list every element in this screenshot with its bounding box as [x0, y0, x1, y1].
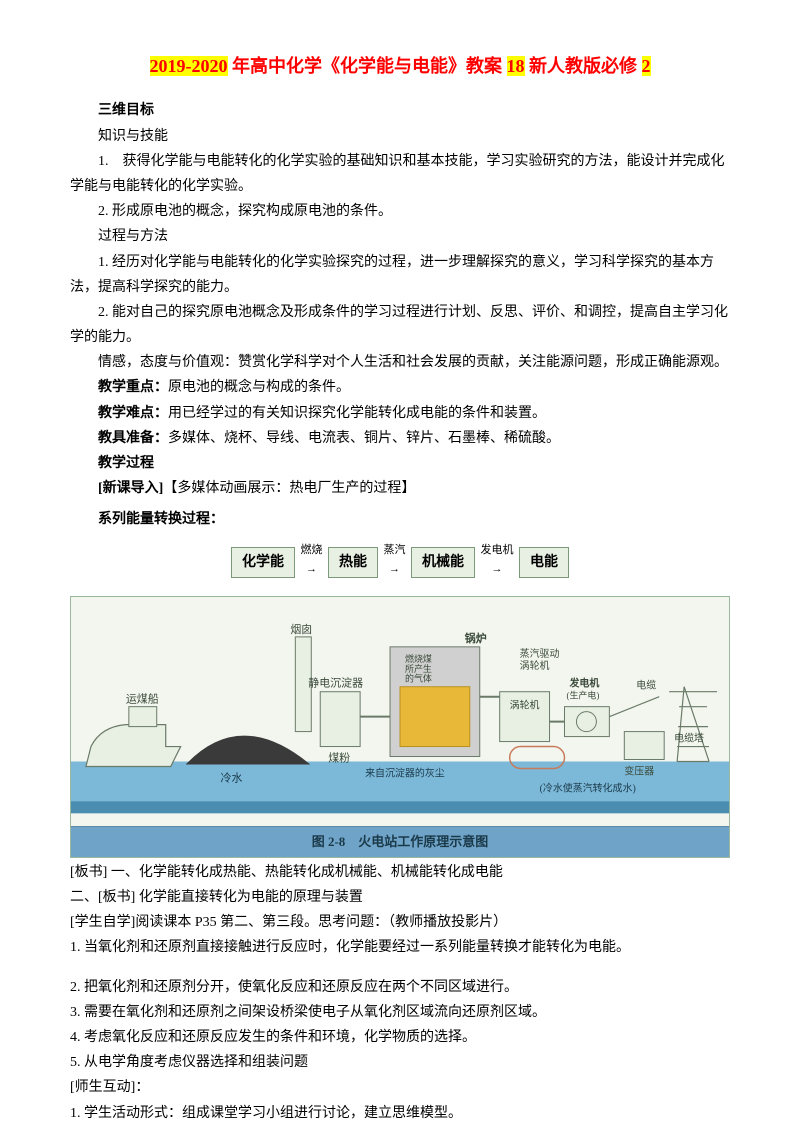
heading-jiaoxue: 教学过程 [70, 451, 730, 476]
svg-label-yancong: 烟囱 [290, 622, 312, 636]
row-xuesheng: [学生自学]阅读课本 P35 第二、第三段。思考问题：（教师播放投影片） [70, 910, 730, 935]
svg-text:所产生: 所产生 [405, 663, 432, 674]
chain-arrow: 发电机→ [481, 541, 514, 581]
item5: 5. 从电学角度考虑仪器选择和组装问题 [70, 1050, 730, 1075]
shisheng1: 1. 学生活动形式：组成课堂学习小组进行讨论，建立思维模型。 [70, 1101, 730, 1126]
row-jiaoju: 教具准备：多媒体、烧杯、导线、电流表、铜片、锌片、石墨棒、稀硫酸。 [70, 426, 730, 451]
power-plant-diagram: 运煤船 冷水 烟囱 静电沉淀器 煤粉 来自沉淀器的灰尘 锅炉 燃烧煤 所产生 的… [70, 596, 730, 858]
svg-text:涡轮机: 涡轮机 [510, 699, 540, 712]
para-guocheng1: 1. 经历对化学能与电能转化的化学实验探究的过程，进一步理解探究的意义，学习科学… [70, 250, 730, 300]
chain-node: 机械能 [411, 547, 475, 578]
text-banshu2: 化学能直接转化为电能的原理与装置 [139, 890, 363, 905]
label-xuesheng: [学生自学] [70, 915, 135, 930]
label-banshu2: 二、[板书] [70, 890, 139, 905]
svg-label-lengning: (冷水使蒸汽转化成水) [540, 782, 636, 795]
row-banshu1: [板书] 一、化学能转化成热能、热能转化成机械能、机械能转化成电能 [70, 860, 730, 885]
label-nandian: 教学难点： [98, 406, 168, 421]
text-xuesheng: 阅读课本 P35 第二、第三段。思考问题：（教师播放投影片） [135, 915, 507, 930]
svg-label-jingdian: 静电沉淀器 [308, 676, 363, 690]
text-xinke: 【多媒体动画展示：热电厂生产的过程】 [163, 481, 415, 496]
chain-arrow: 燃烧→ [301, 541, 323, 581]
svg-label-huifen: 来自沉淀器的灰尘 [365, 767, 445, 780]
chain-node: 热能 [328, 547, 378, 578]
svg-label-dianlanta: 电缆塔 [674, 732, 704, 745]
svg-label-dianlan: 电缆 [636, 679, 656, 692]
para-zhishi1: 1. 获得化学能与电能转化的化学实验的基础知识和基本技能，学习实验研究的方法，能… [70, 149, 730, 199]
heading-zhishi: 知识与技能 [70, 124, 730, 149]
text-nandian: 用已经学过的有关知识探究化学能转化成电能的条件和装置。 [168, 406, 546, 421]
para-qinggan: 情感，态度与价值观：赞赏化学科学对个人生活和社会发展的贡献，关注能源问题，形成正… [70, 350, 730, 375]
title-part2: 年高中化学《化学能与电能》教案 [228, 56, 507, 76]
title-part1: 2019-2020 [150, 56, 228, 76]
svg-text:的气体: 的气体 [405, 673, 432, 684]
svg-label-meifen: 煤粉 [328, 752, 350, 765]
item1: 1. 当氧化剂和还原剂直接接触进行反应时，化学能要经过一系列能量转换才能转化为电… [70, 935, 730, 960]
label-shisheng: [师生互动]： [70, 1075, 730, 1100]
para-guocheng2: 2. 能对自己的探究原电池概念及形成条件的学习过程进行计划、反思、评价、和调控，… [70, 300, 730, 350]
label-xinke: [新课导入] [98, 481, 163, 496]
svg-label-ranshao: 燃烧煤 [405, 653, 432, 664]
label-zhongdian: 教学重点： [98, 380, 168, 395]
svg-text:(生产电): (生产电) [566, 690, 599, 701]
svg-label-bianyaqi: 变压器 [624, 765, 654, 778]
svg-label-ship: 运煤船 [126, 692, 159, 706]
chain-arrow: 蒸汽→ [384, 541, 406, 581]
svg-text:蒸汽驱动: 蒸汽驱动 [520, 647, 560, 660]
power-plant-svg: 运煤船 冷水 烟囱 静电沉淀器 煤粉 来自沉淀器的灰尘 锅炉 燃烧煤 所产生 的… [71, 597, 729, 826]
chain-node: 化学能 [231, 547, 295, 578]
para-zhishi2: 2. 形成原电池的概念，探究构成原电池的条件。 [70, 199, 730, 224]
title-part3: 18 [507, 56, 525, 76]
title-part4: 新人教版必修 [525, 56, 642, 76]
heading-sanwei: 三维目标 [70, 98, 730, 123]
svg-label-lengshui: 冷水 [221, 772, 243, 785]
title-part5: 2 [642, 56, 651, 76]
text-jiaoju: 多媒体、烧杯、导线、电流表、铜片、锌片、石墨棒、稀硫酸。 [168, 431, 560, 446]
row-banshu2: 二、[板书] 化学能直接转化为电能的原理与装置 [70, 885, 730, 910]
item2: 2. 把氧化剂和还原剂分开，使氧化反应和还原反应在两个不同区域进行。 [70, 975, 730, 1000]
label-xilie: 系列能量转换过程： [70, 507, 730, 532]
row-xinke: [新课导入]【多媒体动画展示：热电厂生产的过程】 [70, 476, 730, 501]
row-zhongdian: 教学重点：原电池的概念与构成的条件。 [70, 375, 730, 400]
text-zhongdian: 原电池的概念与构成的条件。 [168, 380, 350, 395]
label-jiaoju: 教具准备： [98, 431, 168, 446]
svg-label-guolu: 锅炉 [465, 631, 487, 645]
svg-text:涡轮机: 涡轮机 [520, 659, 550, 672]
diagram-caption: 图 2-8 火电站工作原理示意图 [71, 826, 729, 856]
energy-chain: 化学能 燃烧→ 热能 蒸汽→ 机械能 发电机→ 电能 [70, 537, 730, 589]
svg-text:发电机: 发电机 [568, 677, 599, 690]
chain-node: 电能 [519, 547, 569, 578]
label-banshu1: [板书] [70, 865, 111, 880]
item4: 4. 考虑氧化反应和还原反应发生的条件和环境，化学物质的选择。 [70, 1025, 730, 1050]
row-nandian: 教学难点：用已经学过的有关知识探究化学能转化成电能的条件和装置。 [70, 401, 730, 426]
item3: 3. 需要在氧化剂和还原剂之间架设桥梁使电子从氧化剂区域流向还原剂区域。 [70, 1000, 730, 1025]
heading-guocheng: 过程与方法 [70, 224, 730, 249]
text-banshu1: 一、化学能转化成热能、热能转化成机械能、机械能转化成电能 [111, 865, 503, 880]
